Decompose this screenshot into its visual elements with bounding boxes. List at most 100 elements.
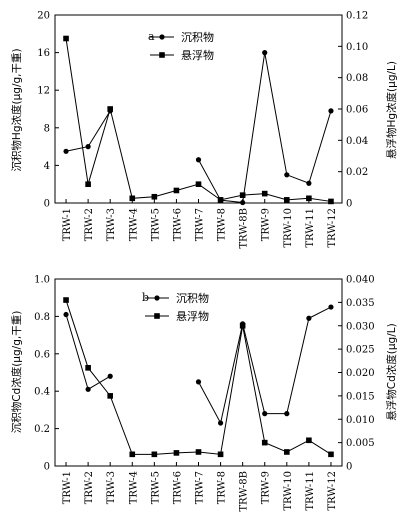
y2-tick-label: 0.020 — [346, 368, 375, 379]
data-point — [262, 411, 268, 417]
x-tick-label: TRW-8 — [217, 208, 228, 241]
data-point — [107, 373, 113, 379]
data-point — [328, 198, 334, 205]
y-tick-label: 0 — [44, 462, 50, 473]
x-tick-label: TRW-8B — [239, 471, 250, 512]
data-point — [151, 193, 158, 200]
legend-marker — [154, 295, 160, 301]
y-tick-label: 0.8 — [34, 312, 50, 323]
y2-tick-label: 0.025 — [346, 345, 375, 356]
x-tick-label: TRW-9 — [261, 208, 272, 241]
data-point — [217, 420, 224, 426]
x-tick-label: TRW-7 — [195, 208, 206, 241]
data-point — [240, 199, 246, 206]
y2-tick-label: 0.04 — [346, 136, 368, 147]
legend-label: 沉积物 — [181, 30, 214, 44]
y2-axis-title: 悬浮物Cd浓度(μg/L) — [385, 323, 398, 420]
data-point — [85, 181, 91, 187]
legend-label: 沉积物 — [176, 291, 209, 305]
x-tick-label: TRW-5 — [150, 471, 161, 504]
y-tick-label: 4 — [44, 161, 50, 172]
data-point — [85, 144, 91, 150]
x-tick-label: TRW-6 — [172, 471, 183, 504]
chart-panel-a: 0 4 8 12 16 20 0 0.02 0.04 0.06 0.08 0.10 0.12 TRW-1 T… — [10, 11, 398, 249]
x-tick-label: TRW-11 — [305, 208, 316, 248]
x-tick-label: TRW-3 — [106, 208, 117, 241]
x-tick-label: TRW-1 — [62, 471, 73, 504]
data-point — [107, 106, 113, 112]
series-line — [198, 306, 332, 425]
x-tick-label: TRW-7 — [195, 471, 206, 504]
data-point — [217, 197, 224, 203]
y-tick-label: 0 — [44, 199, 50, 210]
y-axis-title: 沉积物Hg浓度(μg/g,干重) — [10, 48, 23, 171]
legend-marker — [154, 313, 160, 319]
y2-tick-label: 0.10 — [346, 42, 368, 53]
data-point — [239, 192, 246, 198]
data-point — [284, 197, 290, 203]
x-tick-label: TRW-4 — [128, 208, 139, 241]
data-point — [173, 450, 180, 456]
y2-tick-label: 0.06 — [346, 105, 368, 116]
data-point — [63, 148, 69, 154]
y-tick-label: 16 — [37, 48, 50, 59]
legend-marker — [159, 34, 165, 40]
data-point — [151, 451, 158, 458]
data-point — [217, 451, 224, 458]
data-point — [129, 451, 136, 458]
data-point — [195, 449, 202, 455]
data-point — [284, 449, 290, 455]
y-tick-label: 0.4 — [34, 387, 50, 398]
data-point — [239, 322, 246, 329]
y2-tick-label: 0.02 — [346, 167, 368, 178]
x-tick-label: TRW-9 — [261, 471, 272, 504]
y-axis-title: 沉积物Cd浓度(μg/g,干重) — [10, 311, 23, 434]
x-tick-label: TRW-1 — [62, 208, 73, 241]
legend-label: 悬浮物 — [181, 48, 214, 62]
x-tick-label: TRW-2 — [84, 208, 95, 241]
data-point — [63, 297, 69, 303]
data-point — [85, 386, 91, 392]
x-tick-label: TRW-5 — [150, 208, 161, 241]
data-point — [262, 50, 268, 56]
y2-tick-label: 0 — [346, 462, 352, 473]
data-point — [261, 190, 268, 197]
data-point — [284, 411, 290, 417]
data-point — [85, 365, 91, 371]
x-tick-label: TRW-12 — [327, 471, 338, 511]
series-line — [198, 52, 332, 204]
y2-tick-label: 0.08 — [346, 73, 368, 84]
data-point — [63, 311, 69, 318]
data-point — [306, 315, 312, 321]
chart-panel-b: 0 0.2 0.4 0.6 0.8 1.0 0 0.005 0.010 0.015 0.020 0.0… — [10, 275, 398, 512]
x-tick-label: TRW-2 — [84, 471, 95, 504]
data-point — [328, 304, 334, 310]
series-line — [65, 314, 111, 391]
data-point — [328, 451, 334, 458]
x-tick-label: TRW-6 — [172, 208, 183, 241]
y-tick-label: 12 — [37, 86, 50, 97]
x-tick-label: TRW-10 — [283, 208, 294, 248]
y2-tick-label: 0.040 — [346, 275, 375, 286]
y2-tick-label: 0.030 — [346, 321, 375, 332]
legend-label: 悬浮物 — [176, 309, 209, 323]
x-tick-label: TRW-8 — [217, 471, 228, 504]
data-point — [306, 437, 312, 444]
y-tick-label: 1.0 — [34, 275, 50, 286]
x-tick-label: TRW-10 — [283, 471, 294, 511]
y2-tick-label: 0.12 — [346, 11, 368, 22]
data-point — [195, 157, 202, 163]
x-tick-label: TRW-8B — [239, 208, 250, 249]
y2-tick-label: 0.035 — [346, 298, 375, 309]
data-point — [328, 108, 334, 114]
data-point — [195, 181, 202, 187]
data-point — [195, 379, 202, 385]
plot-frame — [54, 278, 343, 467]
y2-tick-label: 0.015 — [346, 391, 375, 402]
legend-marker — [159, 52, 165, 58]
data-point — [63, 35, 69, 42]
y-tick-label: 20 — [37, 11, 50, 22]
x-tick-label: TRW-12 — [327, 208, 338, 248]
data-point — [284, 172, 290, 178]
